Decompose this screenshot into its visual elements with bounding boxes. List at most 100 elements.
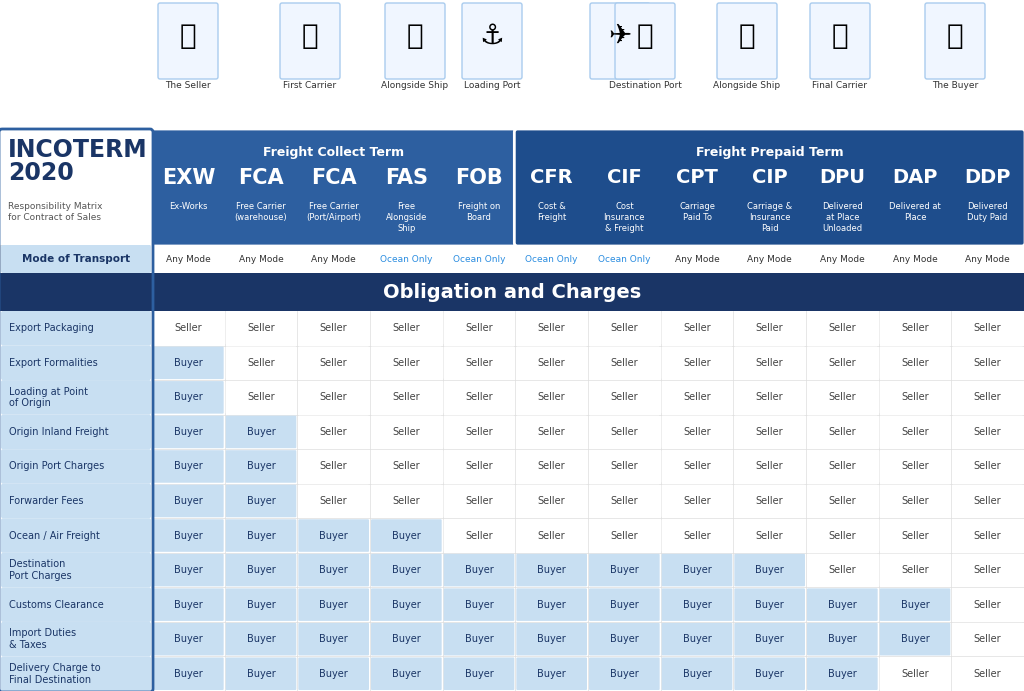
Bar (0, 0, 1024, 130)
Text: Seller: Seller (756, 531, 783, 540)
FancyBboxPatch shape (516, 450, 587, 483)
FancyBboxPatch shape (925, 3, 985, 79)
Text: Buyer: Buyer (465, 600, 494, 609)
FancyBboxPatch shape (371, 450, 441, 483)
FancyBboxPatch shape (589, 553, 659, 587)
Text: Buyer: Buyer (756, 565, 784, 575)
Text: Buyer: Buyer (465, 669, 494, 679)
Text: Origin Inland Freight: Origin Inland Freight (9, 427, 109, 437)
FancyBboxPatch shape (516, 553, 587, 587)
FancyBboxPatch shape (880, 519, 950, 552)
Text: Seller: Seller (683, 323, 711, 333)
FancyBboxPatch shape (443, 519, 514, 552)
FancyBboxPatch shape (1, 346, 151, 380)
FancyBboxPatch shape (880, 657, 950, 690)
FancyBboxPatch shape (1, 311, 151, 346)
FancyBboxPatch shape (590, 3, 650, 79)
Text: Seller: Seller (465, 496, 493, 506)
Text: Buyer: Buyer (247, 600, 275, 609)
Text: Buyer: Buyer (683, 634, 712, 644)
FancyBboxPatch shape (158, 3, 218, 79)
Text: Seller: Seller (756, 323, 783, 333)
FancyBboxPatch shape (443, 381, 514, 414)
Text: Buyer: Buyer (174, 462, 203, 471)
Text: Seller: Seller (974, 600, 1001, 609)
FancyBboxPatch shape (153, 519, 223, 552)
FancyBboxPatch shape (298, 415, 369, 448)
Text: Seller: Seller (392, 358, 420, 368)
FancyBboxPatch shape (807, 484, 878, 518)
Text: CIP: CIP (752, 168, 787, 187)
Text: Seller: Seller (465, 392, 493, 402)
FancyBboxPatch shape (807, 657, 878, 690)
Text: Buyer: Buyer (828, 600, 857, 609)
Text: Buyer: Buyer (247, 669, 275, 679)
Text: Buyer: Buyer (683, 600, 712, 609)
FancyBboxPatch shape (371, 553, 441, 587)
FancyBboxPatch shape (443, 623, 514, 656)
Text: Ex-Works: Ex-Works (169, 202, 208, 211)
FancyBboxPatch shape (225, 415, 296, 448)
Text: Seller: Seller (610, 358, 638, 368)
Text: Seller: Seller (610, 392, 638, 402)
FancyBboxPatch shape (371, 519, 441, 552)
Text: Seller: Seller (974, 669, 1001, 679)
Text: Seller: Seller (392, 462, 420, 471)
FancyBboxPatch shape (153, 415, 223, 448)
Text: Buyer: Buyer (392, 634, 421, 644)
Text: Buyer: Buyer (392, 669, 421, 679)
FancyBboxPatch shape (516, 415, 587, 448)
FancyBboxPatch shape (589, 347, 659, 379)
FancyBboxPatch shape (298, 623, 369, 656)
Text: Seller: Seller (974, 496, 1001, 506)
FancyBboxPatch shape (225, 484, 296, 518)
Text: Free
Alongside
Ship: Free Alongside Ship (386, 202, 427, 233)
FancyBboxPatch shape (443, 657, 514, 690)
Text: Seller: Seller (319, 323, 347, 333)
Text: Seller: Seller (828, 392, 856, 402)
Text: Seller: Seller (610, 531, 638, 540)
FancyBboxPatch shape (807, 623, 878, 656)
FancyBboxPatch shape (298, 657, 369, 690)
FancyBboxPatch shape (1, 656, 151, 691)
Text: Export Formalities: Export Formalities (9, 358, 97, 368)
Text: Seller: Seller (974, 392, 1001, 402)
Text: Ocean Only: Ocean Only (525, 254, 578, 263)
FancyBboxPatch shape (662, 623, 732, 656)
FancyBboxPatch shape (807, 347, 878, 379)
FancyBboxPatch shape (225, 519, 296, 552)
FancyBboxPatch shape (1, 380, 151, 415)
FancyBboxPatch shape (298, 450, 369, 483)
Text: FAS: FAS (385, 168, 428, 188)
Text: Seller: Seller (538, 427, 565, 437)
Text: Ocean Only: Ocean Only (598, 254, 650, 263)
FancyBboxPatch shape (516, 484, 587, 518)
FancyBboxPatch shape (734, 484, 805, 518)
Bar (0, 130, 1024, 691)
FancyBboxPatch shape (151, 129, 516, 246)
Text: 🗺: 🗺 (946, 22, 964, 50)
Text: 🚛: 🚛 (831, 22, 848, 50)
FancyBboxPatch shape (371, 657, 441, 690)
Text: Seller: Seller (319, 358, 347, 368)
FancyBboxPatch shape (516, 588, 587, 621)
Text: Obligation and Charges: Obligation and Charges (383, 283, 641, 301)
Text: Buyer: Buyer (247, 462, 275, 471)
Text: Seller: Seller (901, 565, 929, 575)
Text: Seller: Seller (756, 392, 783, 402)
FancyBboxPatch shape (589, 519, 659, 552)
Text: FOB: FOB (455, 168, 503, 188)
Text: Seller: Seller (465, 531, 493, 540)
FancyBboxPatch shape (589, 381, 659, 414)
Text: Import Duties
& Taxes: Import Duties & Taxes (9, 628, 76, 650)
FancyBboxPatch shape (298, 553, 369, 587)
FancyBboxPatch shape (225, 553, 296, 587)
FancyBboxPatch shape (589, 657, 659, 690)
Text: Origin Port Charges: Origin Port Charges (9, 462, 104, 471)
Text: Seller: Seller (828, 427, 856, 437)
FancyBboxPatch shape (662, 588, 732, 621)
Text: Seller: Seller (901, 496, 929, 506)
Text: Buyer: Buyer (319, 634, 348, 644)
Text: Buyer: Buyer (174, 669, 203, 679)
FancyBboxPatch shape (1, 553, 151, 587)
